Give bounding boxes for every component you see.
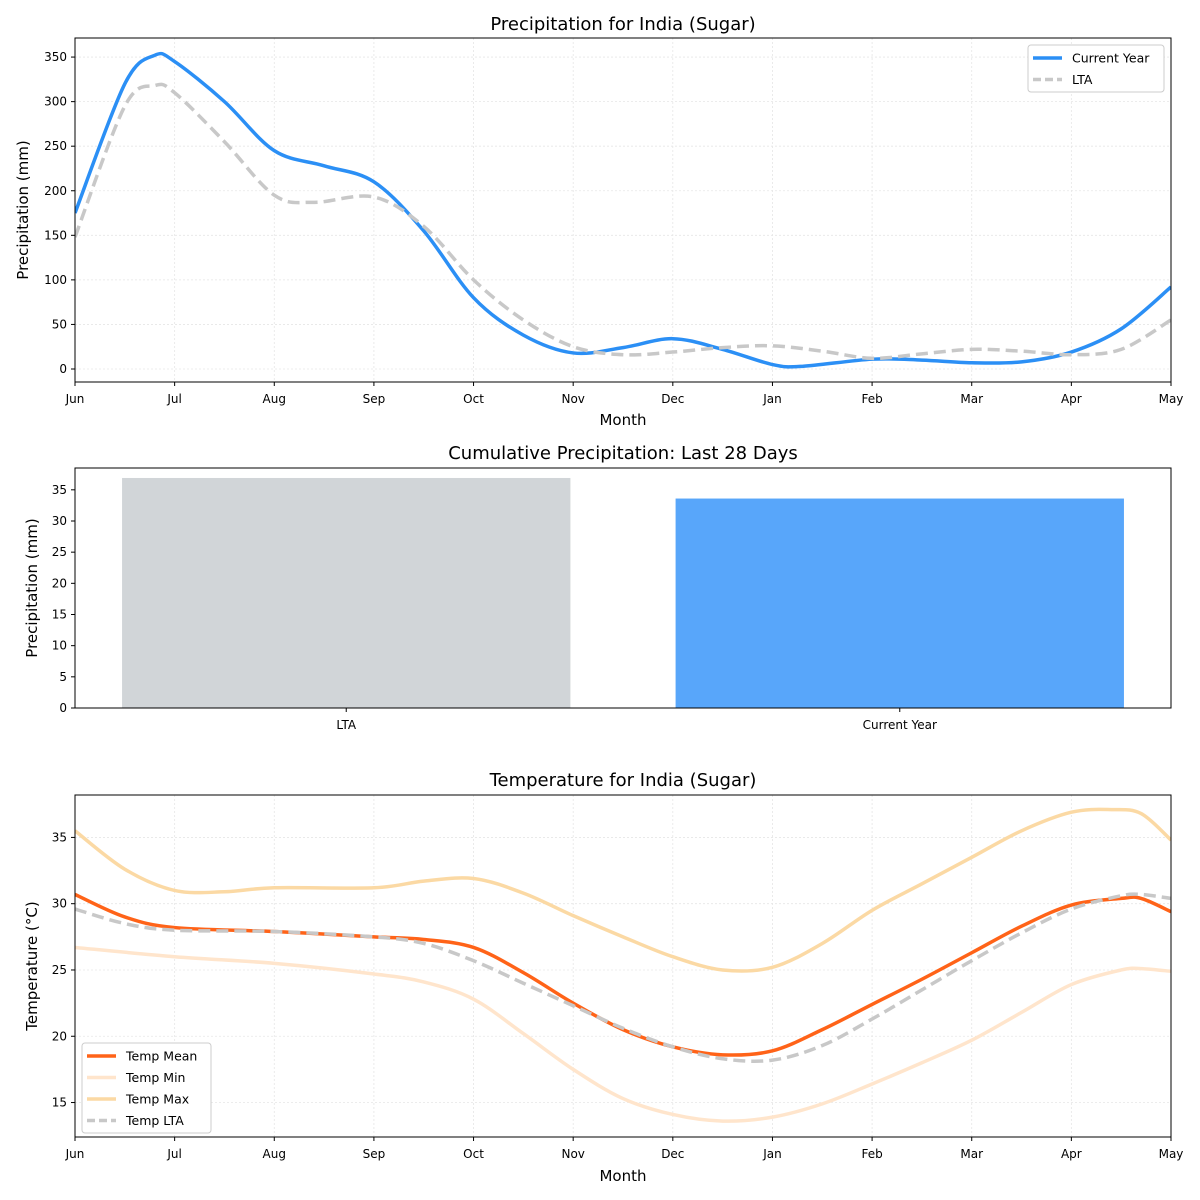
legend: Temp Mean Temp Min Temp Max Temp LTA xyxy=(81,1042,212,1134)
legend-label: Temp Min xyxy=(125,1070,185,1085)
x-tick-label: Apr xyxy=(1061,1147,1082,1161)
series-line-temp-mean xyxy=(75,892,1171,1057)
legend: Current Year LTA xyxy=(1027,44,1165,93)
y-tick-label: 0 xyxy=(59,362,67,376)
y-tick-label: 30 xyxy=(52,514,67,528)
y-tick-label: 0 xyxy=(59,701,67,715)
y-tick-label: 200 xyxy=(44,184,67,198)
x-tick-label: Jul xyxy=(166,1147,181,1161)
x-tick-label: Current Year xyxy=(863,718,937,732)
x-tick-label: Jan xyxy=(762,1147,782,1161)
x-tick-label: Jun xyxy=(65,1147,85,1161)
y-tick-label: 15 xyxy=(52,607,67,621)
series-line-current-year xyxy=(75,51,1171,369)
cumulative-bar-chart: Cumulative Precipitation: Last 28 Days P… xyxy=(23,443,1172,732)
x-tick-label: Sep xyxy=(363,1147,386,1161)
x-tick-label: Dec xyxy=(661,392,684,406)
plot-frame xyxy=(74,37,1172,383)
y-tick-label: 350 xyxy=(44,50,67,64)
precipitation-line-chart: Precipitation for India (Sugar) Month Pr… xyxy=(14,14,1183,429)
y-axis-label: Precipitation (mm) xyxy=(14,140,32,279)
chart-title: Cumulative Precipitation: Last 28 Days xyxy=(448,443,798,464)
x-tick-label: Feb xyxy=(861,392,882,406)
y-tick-label: 5 xyxy=(59,670,67,684)
y-tick-label: 30 xyxy=(52,897,67,911)
x-tick-label: LTA xyxy=(336,718,356,732)
legend-label: LTA xyxy=(1072,72,1093,87)
x-tick-label: Mar xyxy=(960,392,983,406)
chart-title: Precipitation for India (Sugar) xyxy=(490,14,755,35)
y-tick-label: 10 xyxy=(52,639,67,653)
x-tick-label: Aug xyxy=(263,392,286,406)
y-tick-label: 50 xyxy=(52,317,67,331)
x-tick-label: May xyxy=(1159,392,1184,406)
x-tick-label: Aug xyxy=(263,1147,286,1161)
x-tick-label: Nov xyxy=(561,392,584,406)
bar-lta xyxy=(122,477,571,708)
x-tick-label: Jul xyxy=(166,392,181,406)
x-axis-label: Month xyxy=(599,1167,646,1185)
legend-label: Current Year xyxy=(1072,51,1150,66)
series-line-temp-max xyxy=(75,807,1171,973)
series-line-lta xyxy=(75,82,1171,361)
plot-frame xyxy=(74,467,1172,709)
x-tick-label: Oct xyxy=(463,392,484,406)
y-tick-label: 25 xyxy=(52,545,67,559)
y-tick-label: 250 xyxy=(44,139,67,153)
x-tick-label: Apr xyxy=(1061,392,1082,406)
y-axis-label: Temperature (°C) xyxy=(23,901,41,1031)
y-tick-label: 35 xyxy=(52,830,67,844)
x-tick-label: Dec xyxy=(661,1147,684,1161)
x-tick-label: May xyxy=(1159,1147,1184,1161)
plot-frame xyxy=(74,794,1172,1138)
series-line-temp-min xyxy=(75,945,1171,1123)
legend-label: Temp Mean xyxy=(125,1049,197,1064)
legend-box xyxy=(81,1042,212,1134)
series-line-temp-lta xyxy=(75,892,1171,1064)
x-tick-label: Sep xyxy=(363,392,386,406)
x-tick-label: Nov xyxy=(561,1147,584,1161)
bar-current-year xyxy=(675,498,1124,708)
chart-title: Temperature for India (Sugar) xyxy=(489,770,757,791)
y-tick-label: 15 xyxy=(52,1096,67,1110)
legend-label: Temp LTA xyxy=(125,1113,184,1128)
x-tick-label: Oct xyxy=(463,1147,484,1161)
y-tick-label: 25 xyxy=(52,963,67,977)
y-tick-label: 300 xyxy=(44,95,67,109)
x-tick-label: Feb xyxy=(861,1147,882,1161)
y-tick-label: 35 xyxy=(52,483,67,497)
y-tick-label: 20 xyxy=(52,1029,67,1043)
x-tick-label: Mar xyxy=(960,1147,983,1161)
y-axis-label: Precipitation (mm) xyxy=(23,518,41,657)
y-tick-label: 20 xyxy=(52,576,67,590)
legend-label: Temp Max xyxy=(125,1092,189,1107)
y-tick-label: 100 xyxy=(44,273,67,287)
temperature-line-chart: Temperature for India (Sugar) Month Temp… xyxy=(23,770,1183,1185)
y-tick-label: 150 xyxy=(44,228,67,242)
x-tick-label: Jan xyxy=(762,392,782,406)
x-tick-label: Jun xyxy=(65,392,85,406)
x-axis-label: Month xyxy=(599,411,646,429)
